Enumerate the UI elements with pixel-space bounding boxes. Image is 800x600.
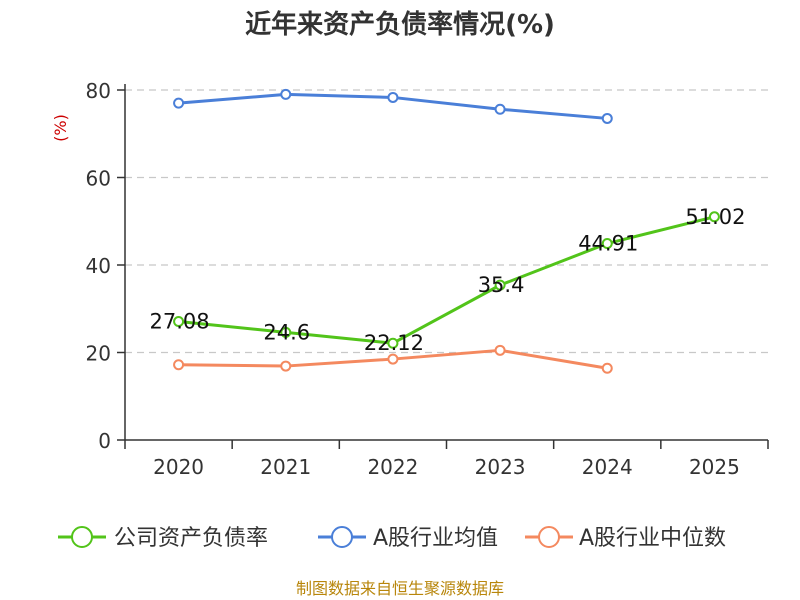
data-point-0-2024 [601,238,613,250]
legend: 公司资产负债率 A股行业均值 A股行业中位数 [58,526,726,551]
data-point-0-2020 [173,316,185,328]
data-point-2-2024 [601,362,613,374]
legend-marker-2 [538,526,560,548]
legend-label-1: A股行业均值 [373,526,498,551]
x-tick-label-2025: 2025 [689,455,740,479]
data-point-0-2025 [708,211,720,223]
data-point-1-2023 [494,103,506,115]
x-tick-label-2023: 2023 [475,455,526,479]
data-label-2024: 44.91 [578,232,638,256]
y-tick-label-0: 0 [98,429,111,453]
x-tick-label-2022: 2022 [367,455,418,479]
data-point-2-2020 [173,359,185,371]
y-tick-label-60: 60 [86,167,111,191]
legend-label-0: 公司资产负债率 [114,526,268,551]
legend-marker-1 [331,526,353,548]
data-point-0-2021 [280,326,292,338]
legend-label-2: A股行业中位数 [579,526,726,551]
data-label-2023: 35.4 [478,273,525,297]
x-tick-label-2024: 2024 [582,455,633,479]
data-label-2021: 24.6 [263,320,310,344]
y-tick-label-40: 40 [86,254,111,278]
source-note: 制图数据来自恒生聚源数据库 [296,579,504,598]
series-points [173,88,720,374]
series-line-0 [177,215,716,345]
data-point-0-2022 [387,337,399,349]
y-axis-unit-label: (%) [51,114,70,142]
legend-marker-0 [71,526,93,548]
data-point-2-2023 [494,344,506,356]
data-label-2025: 51.02 [685,205,745,229]
data-point-1-2020 [173,97,185,109]
data-point-1-2024 [601,112,613,124]
data-point-1-2022 [387,91,399,103]
x-tick-label-2020: 2020 [153,455,204,479]
data-point-0-2023 [494,279,506,291]
data-labels: 27.08 24.6 22.12 35.4 44.91 51.02 [150,205,746,355]
data-point-2-2021 [280,360,292,372]
data-label-2020: 27.08 [150,310,210,334]
chart-title: 近年来资产负债率情况(%) [245,9,555,40]
data-point-2-2022 [387,353,399,365]
axes: 0 20 40 60 80 2020 2021 2022 2023 2024 2025 [86,79,769,479]
y-tick-label-80: 80 [86,79,111,103]
data-label-2022: 22.12 [364,331,424,355]
data-point-1-2021 [280,88,292,100]
y-tick-label-20: 20 [86,342,111,366]
x-tick-label-2021: 2021 [260,455,311,479]
